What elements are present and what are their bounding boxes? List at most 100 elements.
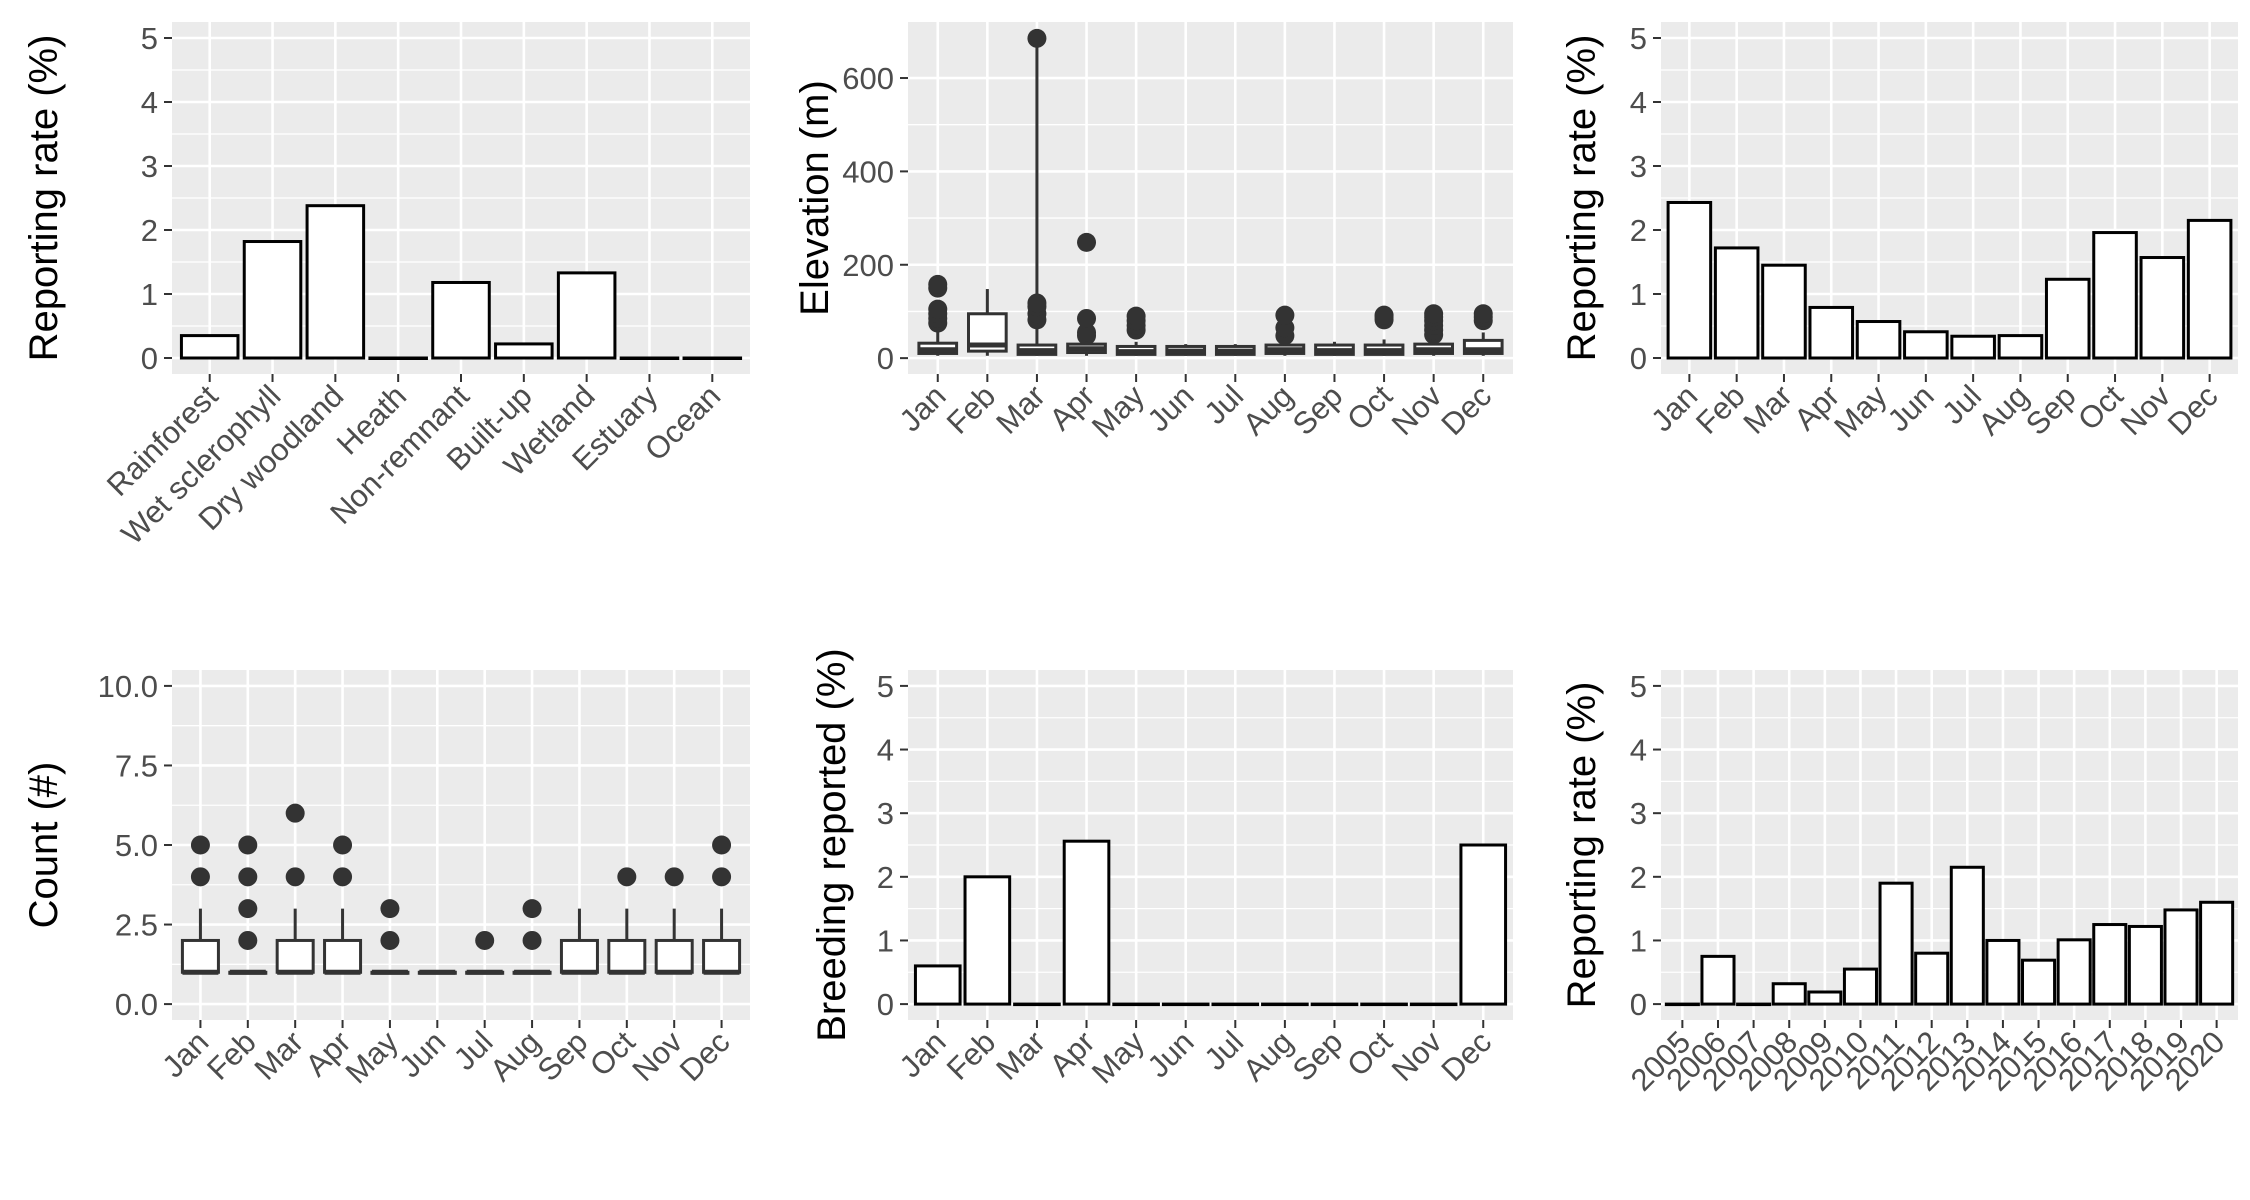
box-iqr bbox=[323, 938, 363, 974]
y-tick-label: 2 bbox=[1630, 860, 1647, 895]
y-tick-label: 0 bbox=[877, 341, 894, 376]
y-tick-label: 10.0 bbox=[98, 669, 158, 704]
bar-jul bbox=[1950, 334, 1996, 360]
outlier-point bbox=[617, 867, 637, 887]
outlier-point bbox=[522, 899, 542, 919]
outlier-point bbox=[1374, 305, 1394, 325]
box-sep bbox=[559, 908, 599, 975]
bar-non-remnant bbox=[431, 280, 491, 360]
box-feb bbox=[228, 835, 268, 975]
box-may bbox=[370, 899, 410, 975]
bar-2018 bbox=[2127, 924, 2163, 1006]
bar-sep bbox=[1310, 1002, 1359, 1007]
y-tick-label: 7.5 bbox=[115, 748, 158, 783]
bar-may bbox=[1112, 1002, 1160, 1007]
box-dec bbox=[702, 835, 742, 975]
bar-2005 bbox=[1664, 1002, 1700, 1007]
box-mar bbox=[1016, 28, 1058, 356]
x-tick-label: Sep bbox=[1286, 378, 1350, 442]
outlier-point bbox=[712, 835, 732, 855]
bar-2012 bbox=[1914, 951, 1950, 1006]
bar-rainforest bbox=[179, 334, 240, 360]
box-jan bbox=[180, 835, 220, 975]
bar-jan bbox=[1666, 200, 1713, 360]
x-tick-label: Oct bbox=[1340, 378, 1399, 437]
x-tick-label: Oct bbox=[2071, 378, 2130, 437]
box-apr bbox=[323, 835, 363, 975]
y-tick-label: 400 bbox=[842, 154, 894, 189]
y-tick-label: 3 bbox=[877, 796, 894, 831]
bar-sep bbox=[2044, 277, 2091, 360]
x-tick-label: Jun bbox=[1141, 1024, 1201, 1084]
outlier-point bbox=[285, 867, 305, 887]
box-apr bbox=[1066, 232, 1107, 356]
outlier-point bbox=[333, 867, 353, 887]
bar-2015 bbox=[2021, 958, 2057, 1006]
y-tick-label: 600 bbox=[842, 61, 894, 96]
x-tick-label: Nov bbox=[1385, 1024, 1449, 1088]
x-tick-label: Jan bbox=[893, 378, 953, 438]
chart-panel-breeding: 012345JanFebMarAprMayJunJulAugSepOctNovD… bbox=[810, 648, 1513, 1090]
bar-jan bbox=[913, 964, 962, 1006]
box-sep bbox=[1314, 341, 1355, 356]
bar-2016 bbox=[2056, 938, 2092, 1006]
bar-wet-sclerophyll bbox=[242, 240, 303, 360]
outlier-point bbox=[1077, 232, 1097, 252]
bar-2017 bbox=[2092, 923, 2128, 1006]
y-axis-title: Breeding reported (%) bbox=[810, 648, 854, 1042]
bar-dec bbox=[1459, 843, 1508, 1006]
y-tick-label: 2 bbox=[877, 860, 894, 895]
bar-oct bbox=[2092, 231, 2138, 360]
bar-may bbox=[1855, 320, 1902, 360]
bar-mar bbox=[1761, 263, 1807, 360]
outlier-point bbox=[190, 867, 210, 887]
bar-jul bbox=[1211, 1002, 1260, 1007]
box-jul bbox=[1214, 344, 1256, 356]
outlier-point bbox=[1126, 306, 1146, 326]
y-tick-label: 0 bbox=[141, 341, 158, 376]
y-tick-label: 1 bbox=[1630, 277, 1647, 312]
box-nov bbox=[1413, 304, 1455, 356]
outlier-point bbox=[522, 930, 542, 950]
y-tick-label: 0 bbox=[1630, 341, 1647, 376]
box-mar bbox=[275, 803, 315, 975]
chart-panel-monthly-reporting: 012345JanFebMarAprMayJunJulAugSepOctNovD… bbox=[1560, 21, 2238, 444]
outlier-point bbox=[1424, 304, 1444, 324]
outlier-point bbox=[1275, 305, 1295, 325]
x-tick-label: Aug bbox=[1236, 1024, 1300, 1088]
y-axis-title: Elevation (m) bbox=[793, 80, 837, 316]
y-axis-title: Count (#) bbox=[22, 762, 66, 929]
y-tick-label: 4 bbox=[1630, 733, 1647, 768]
box-jun bbox=[417, 969, 457, 975]
outlier-point bbox=[238, 867, 258, 887]
bar-2009 bbox=[1807, 990, 1843, 1006]
x-tick-label: Jan bbox=[155, 1024, 215, 1084]
bar-2008 bbox=[1771, 982, 1807, 1006]
x-tick-label: Aug bbox=[1236, 378, 1300, 442]
bar-2010 bbox=[1842, 967, 1878, 1006]
bar-2006 bbox=[1700, 954, 1736, 1006]
bar-feb bbox=[1713, 246, 1760, 360]
y-tick-label: 5 bbox=[877, 669, 894, 704]
box-nov bbox=[654, 867, 694, 975]
x-tick-label: Mar bbox=[989, 378, 1052, 441]
bar-2011 bbox=[1878, 881, 1914, 1006]
x-tick-label: Jan bbox=[1644, 378, 1704, 438]
y-tick-label: 0 bbox=[1630, 987, 1647, 1022]
outlier-point bbox=[712, 867, 732, 887]
x-tick-label: Oct bbox=[1340, 1024, 1399, 1083]
x-tick-label: Jun bbox=[392, 1024, 452, 1084]
chart-panel-elevation: 0200400600JanFebMarAprMayJunJulAugSepOct… bbox=[793, 22, 1513, 444]
box-iqr bbox=[654, 938, 694, 974]
outlier-point bbox=[333, 835, 353, 855]
bar-2007 bbox=[1736, 1002, 1772, 1007]
outlier-point bbox=[928, 299, 948, 319]
box-aug bbox=[512, 899, 552, 975]
bar-dry-woodland bbox=[305, 204, 366, 360]
y-tick-label: 200 bbox=[842, 248, 894, 283]
outlier-point bbox=[1077, 308, 1097, 328]
box-jun bbox=[1165, 344, 1207, 356]
box-iqr bbox=[607, 938, 647, 974]
